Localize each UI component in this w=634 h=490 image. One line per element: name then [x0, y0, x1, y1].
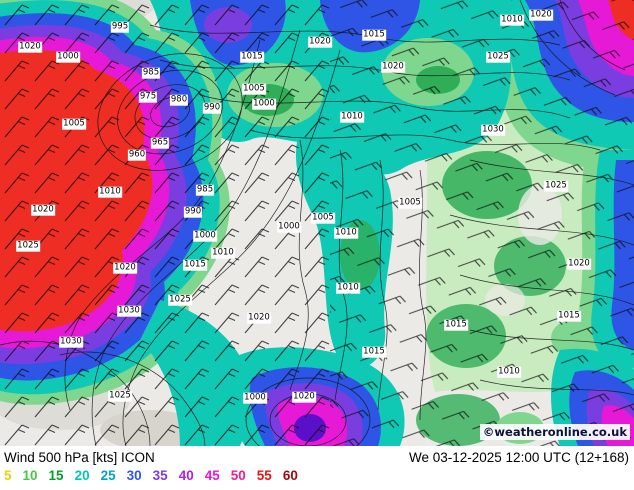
contour-label: 1020 — [247, 312, 271, 324]
contour-label: 1005 — [311, 212, 335, 224]
contour-label: 1030 — [59, 336, 83, 348]
contour-label: 1010 — [334, 227, 358, 239]
contour-label: 1025 — [108, 390, 132, 402]
contour-label: 1020 — [529, 9, 553, 21]
legend-value: 20 — [74, 468, 90, 483]
contour-label: 1025 — [168, 294, 192, 306]
legend-value: 5 — [4, 468, 12, 483]
contour-label: 960 — [127, 149, 147, 161]
copyright-label: ©weatheronline.co.uk — [479, 424, 630, 440]
weather-map: 1020 1000 995 985 975 980 990 1015 1005 … — [0, 0, 634, 446]
contour-label: 1005 — [398, 197, 422, 209]
contour-label: 980 — [169, 94, 189, 106]
contour-label: 1010 — [340, 111, 364, 123]
contour-label: 1000 — [193, 230, 217, 242]
contour-label: 1010 — [336, 282, 360, 294]
legend-value: 50 — [230, 468, 246, 483]
wind-barbs — [0, 0, 634, 446]
contour-label: 1005 — [242, 83, 266, 95]
contour-label: 990 — [183, 206, 203, 218]
contour-label: 1000 — [56, 51, 80, 63]
contour-label: 1020 — [31, 204, 55, 216]
legend-value: 15 — [48, 468, 64, 483]
contour-label: 1025 — [544, 180, 568, 192]
contour-label: 1030 — [481, 124, 505, 136]
wind-speed-legend: 5 10 15 20 25 30 35 40 45 50 55 60 — [0, 465, 634, 483]
contour-label: 1010 — [500, 14, 524, 26]
legend-value: 25 — [100, 468, 116, 483]
contour-label: 1015 — [444, 319, 468, 331]
legend-value: 60 — [282, 468, 298, 483]
contour-label: 965 — [150, 137, 170, 149]
contour-label: 1020 — [567, 258, 591, 270]
contour-label: 995 — [110, 21, 130, 33]
contour-label: 985 — [141, 67, 161, 79]
contour-label: 1015 — [183, 259, 207, 271]
contour-label: 1000 — [252, 98, 276, 110]
legend-value: 35 — [152, 468, 168, 483]
legend-value: 45 — [204, 468, 220, 483]
contour-label: 1015 — [240, 51, 264, 63]
map-title: Wind 500 hPa [kts] ICON — [4, 450, 155, 465]
contour-label: 1000 — [277, 221, 301, 233]
contour-label: 1015 — [557, 310, 581, 322]
legend-value: 55 — [256, 468, 272, 483]
contour-label: 1005 — [62, 118, 86, 130]
contour-label: 1015 — [362, 346, 386, 358]
contour-label: 1020 — [18, 41, 42, 53]
contour-label: 1015 — [362, 29, 386, 41]
contour-label: 1020 — [292, 391, 316, 403]
contour-label: 1020 — [308, 36, 332, 48]
contour-label: 1000 — [243, 392, 267, 404]
contour-label: 1020 — [113, 262, 137, 274]
legend-value: 10 — [22, 468, 38, 483]
contour-label: 975 — [138, 91, 158, 103]
legend-value: 40 — [178, 468, 194, 483]
contour-label: 1020 — [381, 61, 405, 73]
map-footer: Wind 500 hPa [kts] ICON We 03-12-2025 12… — [0, 446, 634, 490]
contour-label: 1010 — [497, 366, 521, 378]
contour-label: 1025 — [486, 51, 510, 63]
contour-label: 990 — [202, 102, 222, 114]
contour-label: 1010 — [98, 186, 122, 198]
map-datetime: We 03-12-2025 12:00 UTC (12+168) — [408, 450, 629, 465]
contour-label: 1025 — [16, 240, 40, 252]
contour-label: 1010 — [211, 247, 235, 259]
contour-label: 1030 — [117, 305, 141, 317]
legend-value: 30 — [126, 468, 142, 483]
contour-label: 985 — [195, 184, 215, 196]
